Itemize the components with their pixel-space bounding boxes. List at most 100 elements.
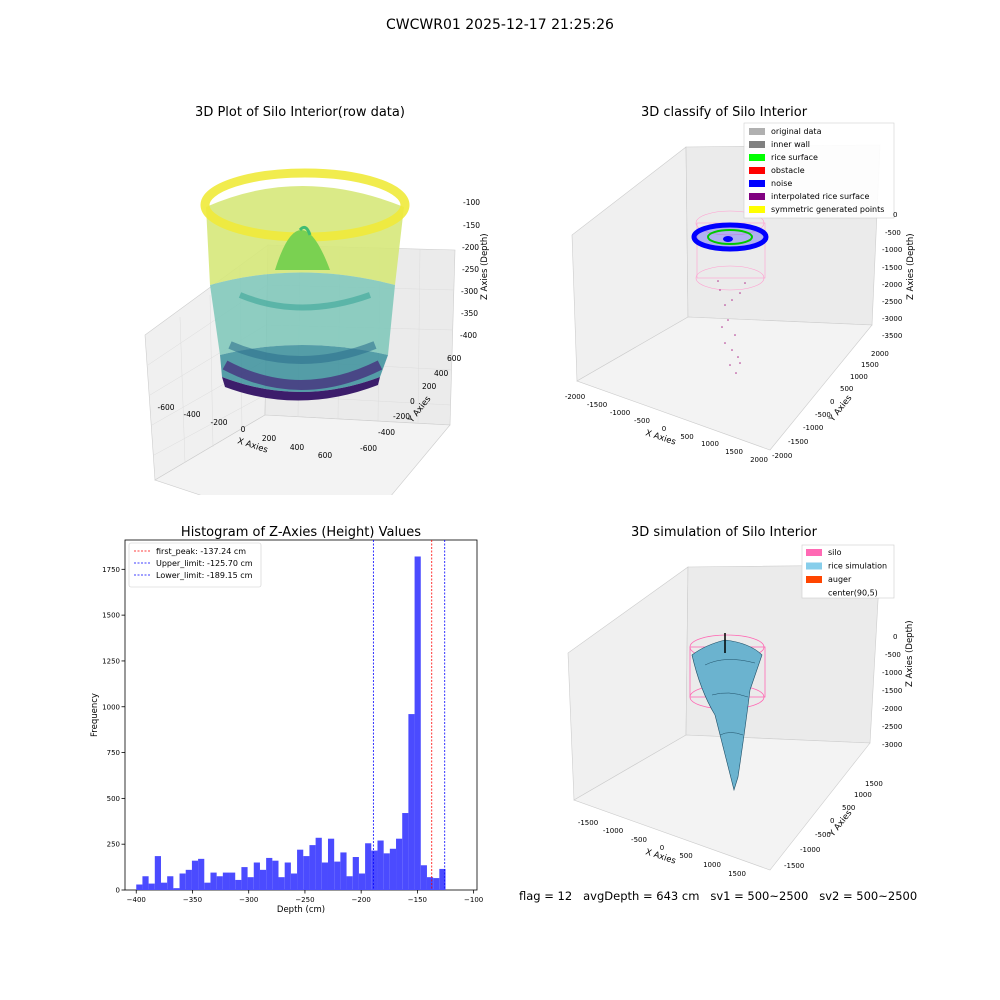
legend-label: silo — [828, 548, 842, 557]
raw-x-tick: -400 — [183, 410, 200, 419]
histogram-bar — [198, 858, 205, 890]
histogram-bar — [352, 857, 359, 890]
simulation-z-tick: -2500 — [882, 723, 902, 731]
histogram-bar — [247, 877, 254, 890]
histogram-bar — [297, 849, 304, 890]
histogram-x-ticks: −400 −350 −300 −250 −200 −150 −100 — [127, 890, 483, 904]
histogram-bar — [253, 862, 260, 890]
histogram-bar — [179, 873, 186, 890]
histogram-bar — [426, 877, 434, 890]
classify-z-tick: -2500 — [882, 298, 902, 306]
simulation-z-tick: -1000 — [882, 669, 902, 677]
simulation-y-tick: -1000 — [800, 846, 820, 854]
histogram-y-tick-label: 250 — [107, 841, 120, 849]
simulation-y-tick: -500 — [815, 831, 831, 839]
histogram-y-tick-label: 750 — [107, 749, 120, 757]
classify-y-tick: -1000 — [803, 424, 823, 432]
legend-label: auger — [828, 575, 852, 584]
histogram-bar — [148, 883, 155, 890]
raw-plot-title: 3D Plot of Silo Interior(row data) — [195, 105, 405, 120]
histogram-bar — [371, 850, 378, 890]
histogram-legend-label: first_peak: -137.24 cm — [156, 547, 246, 556]
classify-y-tick: 0 — [830, 398, 834, 406]
legend-label: rice simulation — [828, 562, 887, 571]
simulation-legend: silo rice simulation auger center(90,5) — [801, 544, 895, 599]
classify-y-tick: 1000 — [850, 373, 868, 381]
histogram-bar — [241, 867, 248, 890]
histogram-bar — [321, 862, 328, 890]
raw-y-tick: 0 — [410, 397, 415, 406]
raw-x-tick: -200 — [210, 418, 227, 427]
histogram-x-tick-label: −300 — [239, 896, 258, 904]
simulation-x-tick: -500 — [631, 836, 647, 844]
legend-swatch — [749, 154, 765, 161]
figure-title: CWCWR01 2025-12-17 21:25:26 — [386, 17, 614, 33]
raw-z-tick: -400 — [460, 331, 477, 340]
classify-z-label: Z Axies (Depth) — [906, 233, 916, 300]
histogram-y-tick-label: 1250 — [102, 657, 120, 665]
raw-y-tick: -400 — [378, 428, 395, 437]
histogram-bar — [173, 888, 180, 890]
histogram-bar — [210, 872, 217, 890]
histogram-bar — [284, 862, 291, 890]
simulation-x-tick: 1500 — [728, 870, 746, 878]
histogram-chart: Histogram of Z-Axies (Height) Values −40… — [90, 525, 483, 915]
histogram-bar — [433, 878, 440, 890]
raw-z-tick: -100 — [463, 198, 480, 207]
histogram-bar — [439, 868, 446, 890]
histogram-y-tick-label: 1000 — [102, 703, 120, 711]
simulation-x-tick: 0 — [660, 844, 664, 852]
classify-y-tick: -500 — [815, 411, 831, 419]
legend-swatch — [806, 576, 822, 583]
histogram-y-tick-label: 500 — [107, 795, 120, 803]
raw-y-ticks: -600 -400 -200 0 200 400 600 — [360, 354, 462, 453]
histogram-bar — [290, 873, 298, 890]
classify-z-tick: 0 — [893, 211, 897, 219]
histogram-x-tick-label: −200 — [352, 896, 371, 904]
histogram-x-tick-label: −400 — [127, 896, 146, 904]
classify-z-tick: -1000 — [882, 246, 902, 254]
classify-point-cloud — [691, 210, 769, 374]
histogram-bar — [222, 872, 230, 890]
raw-z-tick: -350 — [461, 309, 478, 318]
raw-y-tick: 600 — [447, 354, 462, 363]
legend-swatch — [749, 206, 765, 213]
raw-z-label: Z Axies (Depth) — [480, 233, 490, 300]
legend-swatch — [749, 141, 765, 148]
histogram-bar — [142, 876, 149, 890]
simulation-z-tick: -1500 — [882, 687, 902, 695]
classify-x-tick: -500 — [634, 417, 650, 425]
histogram-y-tick-label: 1750 — [102, 566, 120, 574]
histogram-x-tick-label: −250 — [295, 896, 314, 904]
simulation-z-label: Z Axies (Depth) — [905, 620, 915, 687]
histogram-title: Histogram of Z-Axies (Height) Values — [181, 525, 421, 540]
histogram-bar — [136, 884, 143, 890]
histogram-bar — [346, 876, 353, 890]
histogram-legend: first_peak: -137.24 cm Upper_limit: -125.… — [128, 542, 262, 588]
histogram-bar — [327, 838, 335, 890]
legend-swatch — [749, 180, 765, 187]
simulation-y-tick: 1500 — [865, 780, 883, 788]
legend-swatch — [806, 549, 822, 556]
histogram-bar — [216, 876, 223, 890]
histogram-bar — [204, 882, 211, 890]
classify-z-tick: -1500 — [882, 264, 902, 272]
legend-label: inner wall — [771, 140, 810, 149]
simulation-x-ticks: -1500 -1000 -500 0 500 1000 1500 — [578, 819, 746, 878]
classify-legend: original data inner wall rice surface obsta… — [743, 122, 895, 219]
histogram-y-tick-label: 1500 — [102, 612, 120, 620]
histogram-x-tick-label: −150 — [408, 896, 427, 904]
histogram-y-label: Frequency — [90, 693, 100, 737]
simulation-z-tick: -3000 — [882, 741, 902, 749]
simulation-3d-plot: 3D simulation of Silo Interior silo rice … — [567, 525, 915, 878]
histogram-bar — [315, 837, 322, 890]
classify-x-ticks: -2000 -1500 -1000 -500 0 500 1000 1500 2… — [565, 393, 768, 464]
legend-label: rice surface — [771, 153, 818, 162]
classify-z-tick: -3500 — [882, 332, 902, 340]
raw-point-cloud — [200, 168, 410, 401]
classify-x-tick: -1000 — [610, 409, 630, 417]
histogram-bar — [229, 872, 236, 890]
histogram-bar — [160, 882, 168, 890]
simulation-y-tick: 500 — [842, 804, 855, 812]
histogram-bar — [235, 879, 242, 890]
